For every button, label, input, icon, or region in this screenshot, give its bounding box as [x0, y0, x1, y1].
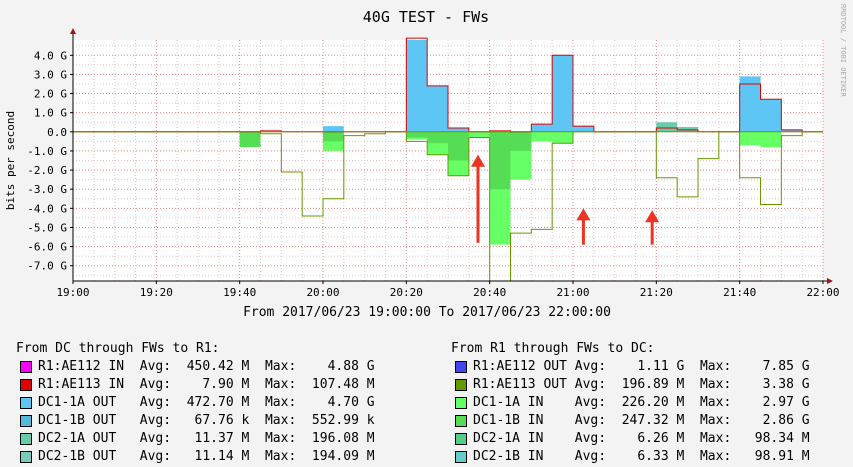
legend-swatch — [455, 361, 467, 373]
x-tick-label: 19:20 — [140, 286, 173, 299]
legend-row: R1:AE112 IN Avg: 450.42 M Max: 4.88 G — [16, 358, 375, 376]
legend-row: R1:AE113 IN Avg: 7.90 M Max: 107.48 M — [16, 376, 375, 394]
legend-text: R1:AE112 OUT Avg: 1.11 G Max: 7.85 G — [473, 359, 810, 374]
traffic-chart: 19:00 19:20 19:40 20:00 20:20 20:40 21:00 21:20… — [4, 4, 847, 320]
legend-swatch — [455, 415, 467, 427]
legend-text: R1:AE113 OUT Avg: 196.89 M Max: 3.38 G — [473, 377, 810, 392]
legend-text: R1:AE112 IN Avg: 450.42 M Max: 4.88 G — [38, 359, 375, 374]
y-tick-label: -7.0 G — [27, 260, 67, 273]
annotation-arrow-head — [645, 210, 660, 223]
y-tick-label: -3.0 G — [27, 183, 67, 196]
legend-swatch — [20, 397, 32, 409]
legend-dc-to-r1: From DC through FWs to R1: R1:AE112 IN A… — [16, 340, 375, 466]
legend-row: DC2-1B OUT Avg: 11.14 M Max: 194.09 M — [16, 448, 375, 466]
legend-row: R1:AE113 OUT Avg: 196.89 M Max: 3.38 G — [451, 376, 810, 394]
legend-text: DC1-1B IN Avg: 247.32 M Max: 2.86 G — [473, 413, 810, 428]
legend-r1-to-dc: From R1 through FWs to DC: R1:AE112 OUT … — [451, 340, 810, 466]
legend-row: DC2-1A OUT Avg: 11.37 M Max: 196.08 M — [16, 430, 375, 448]
legend-swatch — [20, 361, 32, 373]
legend-text: DC2-1B OUT Avg: 11.14 M Max: 194.09 M — [38, 449, 375, 464]
legend-row: R1:AE112 OUT Avg: 1.11 G Max: 7.85 G — [451, 358, 810, 376]
x-tick-label: 21:20 — [640, 286, 673, 299]
y-axis-arrow — [70, 28, 76, 34]
legend-row: DC1-1B IN Avg: 247.32 M Max: 2.86 G — [451, 412, 810, 430]
y-tick-label: -2.0 G — [27, 164, 67, 177]
legend-row: DC1-1B OUT Avg: 67.76 k Max: 552.99 k — [16, 412, 375, 430]
legend-swatch — [20, 379, 32, 391]
chart-title: 40G TEST - FWs — [363, 8, 489, 26]
x-axis-arrow — [827, 278, 833, 284]
legend-text: DC2-1B IN Avg: 6.33 M Max: 98.91 M — [473, 449, 810, 464]
legend-swatch — [20, 415, 32, 427]
watermark: RRDTOOL / TOBI OETIKER — [839, 4, 847, 98]
legend-row: DC1-1A OUT Avg: 472.70 M Max: 4.70 G — [16, 394, 375, 412]
x-tick-label: 19:00 — [56, 286, 89, 299]
x-axis-caption: From 2017/06/23 19:00:00 To 2017/06/23 2… — [243, 305, 611, 320]
y-axis-label: bits per second — [4, 111, 17, 210]
x-tick-label: 21:00 — [556, 286, 589, 299]
legend-header: From DC through FWs to R1: — [16, 341, 220, 356]
y-tick-label: 4.0 G — [34, 49, 67, 62]
y-tick-label: 1.0 G — [34, 107, 67, 120]
legend-swatch — [20, 433, 32, 445]
legend-row: DC1-1A IN Avg: 226.20 M Max: 2.97 G — [451, 394, 810, 412]
x-tick-label: 20:20 — [390, 286, 423, 299]
legend-text: R1:AE113 IN Avg: 7.90 M Max: 107.48 M — [38, 377, 375, 392]
y-tick-label: 2.0 G — [34, 88, 67, 101]
y-tick-label: -1.0 G — [27, 145, 67, 158]
x-tick-label: 22:00 — [806, 286, 839, 299]
legend-row: DC2-1A IN Avg: 6.26 M Max: 98.34 M — [451, 430, 810, 448]
y-tick-label: -6.0 G — [27, 241, 67, 254]
legend-swatch — [455, 451, 467, 463]
legend-text: DC1-1A IN Avg: 226.20 M Max: 2.97 G — [473, 395, 810, 410]
legend-text: DC2-1A OUT Avg: 11.37 M Max: 196.08 M — [38, 431, 375, 446]
legend-text: DC1-1A OUT Avg: 472.70 M Max: 4.70 G — [38, 395, 375, 410]
y-tick-label: -5.0 G — [27, 221, 67, 234]
x-tick-label: 19:40 — [223, 286, 256, 299]
legend-swatch — [455, 433, 467, 445]
legend-swatch — [455, 379, 467, 391]
x-tick-label: 20:00 — [306, 286, 339, 299]
line-r1-ae113-out — [73, 131, 823, 282]
area-dc2-1a-out — [73, 122, 823, 132]
y-tick-label: 0.0 — [47, 126, 67, 139]
x-tick-label: 21:40 — [723, 286, 756, 299]
annotation-arrow-head — [471, 154, 485, 167]
legend-text: DC2-1A IN Avg: 6.26 M Max: 98.34 M — [473, 431, 810, 446]
legend-header: From R1 through FWs to DC: — [451, 341, 655, 356]
y-tick-label: -4.0 G — [27, 202, 67, 215]
annotation-arrow-head — [576, 208, 591, 221]
legend-row: DC2-1B IN Avg: 6.33 M Max: 98.91 M — [451, 448, 810, 466]
y-tick-label: 3.0 G — [34, 68, 67, 81]
legend-swatch — [20, 451, 32, 463]
legend-swatch — [455, 397, 467, 409]
legend-text: DC1-1B OUT Avg: 67.76 k Max: 552.99 k — [38, 413, 375, 428]
x-tick-label: 20:40 — [473, 286, 506, 299]
